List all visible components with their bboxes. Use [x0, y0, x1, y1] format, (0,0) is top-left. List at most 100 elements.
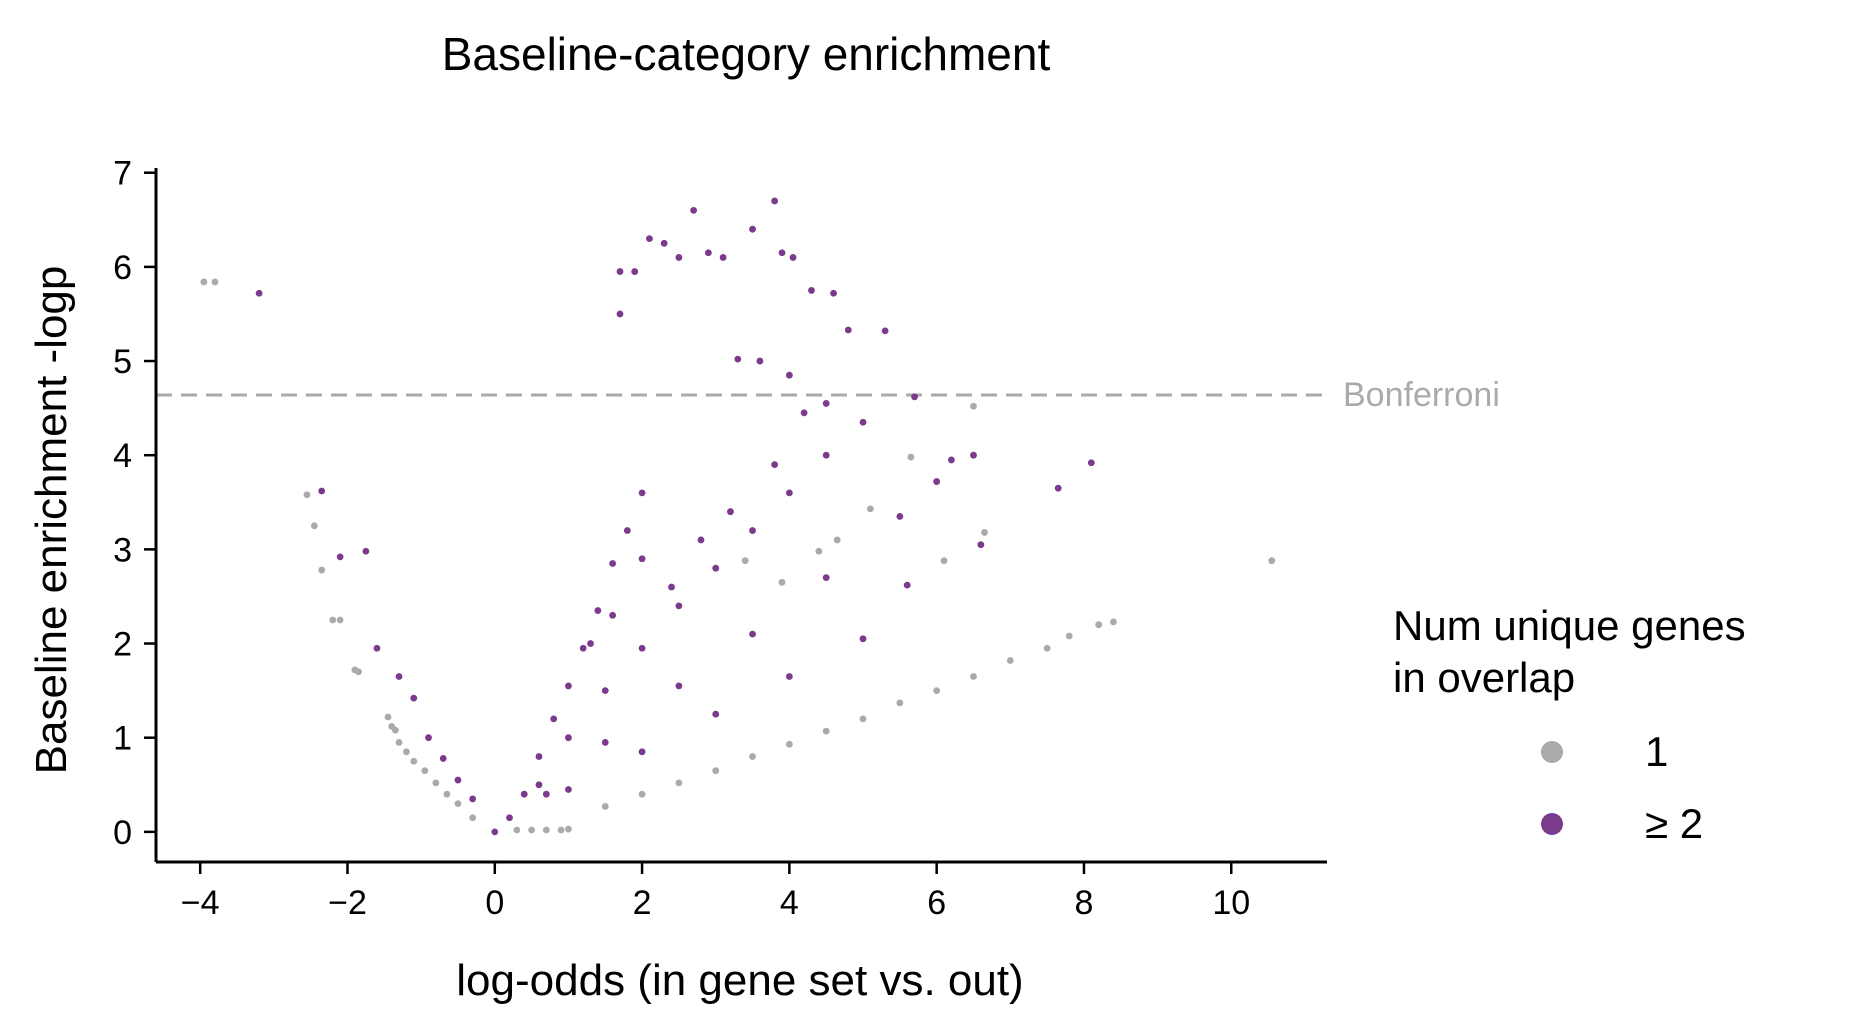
y-axis-label: Baseline enrichment -logp: [27, 266, 76, 775]
series-two-plus-point: [808, 287, 815, 294]
series-two-plus-point: [859, 635, 867, 643]
series-two-plus-point: [425, 734, 432, 742]
series-two-plus-point: [970, 451, 977, 459]
series-two-plus-point: [609, 611, 617, 619]
series-two-plus-point: [749, 225, 756, 233]
series-two-plus-point: [565, 734, 572, 742]
x-tick-label: 4: [780, 884, 799, 922]
series-two-plus-point: [638, 644, 646, 652]
x-tick-label: 8: [1075, 884, 1094, 922]
legend-title: Num unique genes in overlap: [1393, 602, 1746, 701]
series-two-plus-point: [822, 574, 830, 582]
series-two-plus-point: [785, 673, 793, 680]
series-one-point: [907, 453, 915, 461]
series-one-point: [303, 491, 311, 499]
x-tick-label: 2: [633, 884, 652, 922]
series-two-plus-point: [903, 581, 911, 589]
y-tick-label: 2: [113, 626, 132, 664]
series-one-point: [1043, 644, 1051, 652]
series-two-plus-point: [587, 640, 594, 647]
series-one-point: [601, 803, 609, 810]
series-one-point: [421, 767, 429, 775]
series-two-plus-point: [977, 541, 985, 549]
series-one-point: [454, 800, 462, 808]
series-one-point: [1268, 557, 1276, 565]
series-two-plus-point: [675, 254, 683, 261]
y-tick-label: 0: [113, 814, 132, 852]
series-one-point: [336, 616, 344, 624]
series-two-plus-point: [859, 418, 867, 426]
series-two-plus-point: [601, 687, 609, 695]
series-two-plus-point: [565, 682, 572, 690]
series-one-point: [513, 826, 521, 834]
x-tick-label: −4: [181, 884, 220, 922]
series-two-plus-point: [255, 289, 263, 297]
series-two-plus-point: [631, 268, 639, 275]
series-one-point: [384, 713, 392, 721]
series-two-plus-point: [668, 583, 675, 591]
series-two-plus-point: [947, 456, 955, 464]
series-two-plus-point: [896, 513, 904, 520]
series-two-plus-point: [506, 814, 513, 822]
series-two-plus-point: [749, 630, 756, 638]
x-tick-label: 0: [485, 884, 504, 922]
series-one-point: [638, 790, 646, 798]
series-one-point: [1006, 657, 1014, 664]
series-two-plus-point: [410, 694, 418, 702]
series-two-plus-point: [336, 553, 344, 561]
series-one-point: [432, 779, 440, 787]
series-one-point: [329, 616, 337, 624]
series-two-plus-point: [638, 489, 646, 497]
series-two-plus-point: [675, 602, 683, 610]
series-two-plus-point: [789, 254, 797, 261]
series-two-plus-point: [469, 795, 477, 803]
axes: −4 −2 0 2 4 6 8 10 0 1 2 3 4 5 6 7: [113, 155, 1327, 922]
series-one-point: [1095, 621, 1103, 629]
chart-title: Baseline-category enrichment: [442, 28, 1051, 80]
series-one-point: [557, 826, 565, 834]
series-two-plus-point: [616, 310, 624, 318]
x-tick-label: 6: [927, 884, 946, 922]
series-one-point: [528, 826, 536, 834]
series-two-plus-point: [535, 781, 543, 789]
series-one-point: [318, 566, 326, 574]
y-tick-label: 4: [113, 437, 132, 475]
series-two-plus-point: [675, 682, 683, 690]
series-two-plus-point: [690, 206, 698, 214]
legend-marker: [1541, 813, 1563, 835]
series-two-plus-point: [719, 254, 727, 261]
legend-marker: [1541, 741, 1563, 763]
series-two-plus-point: [601, 739, 609, 746]
y-tick-label: 7: [113, 155, 132, 193]
series-one-point: [410, 757, 418, 765]
series-two-plus-point: [844, 326, 852, 334]
series-two-plus-point: [771, 197, 779, 205]
series-one-point: [1110, 618, 1117, 626]
y-tick-label: 6: [113, 249, 132, 287]
series-two-plus-point: [734, 355, 742, 363]
series-two-plus-point: [395, 673, 403, 680]
series-two-plus-point: [318, 487, 326, 495]
series-two-plus-point: [749, 527, 756, 534]
series-two-plus-point: [704, 249, 712, 257]
series-two-plus-point: [542, 790, 550, 798]
legend-entry-label: 1: [1645, 728, 1668, 775]
series-one-point: [469, 814, 477, 822]
series-two-plus-point: [785, 371, 793, 379]
series-two-plus-point: [535, 753, 543, 760]
series-one-point: [443, 790, 451, 798]
series-two-plus-point: [491, 828, 499, 836]
series-one-point: [310, 522, 318, 530]
series-one-point: [1065, 632, 1073, 640]
x-tick-label: 10: [1212, 884, 1250, 922]
series-one-point: [970, 673, 977, 680]
series-two-plus-point: [550, 715, 558, 723]
series-two-plus-point: [881, 327, 889, 335]
series-one-point: [815, 547, 823, 555]
series-two-plus-point: [771, 461, 779, 469]
series-two-plus-point: [933, 478, 941, 485]
series-one-point: [712, 767, 720, 775]
bonferroni-label: Bonferroni: [1343, 376, 1500, 414]
series-two-plus-point: [911, 393, 918, 401]
series-one-point: [741, 557, 749, 565]
